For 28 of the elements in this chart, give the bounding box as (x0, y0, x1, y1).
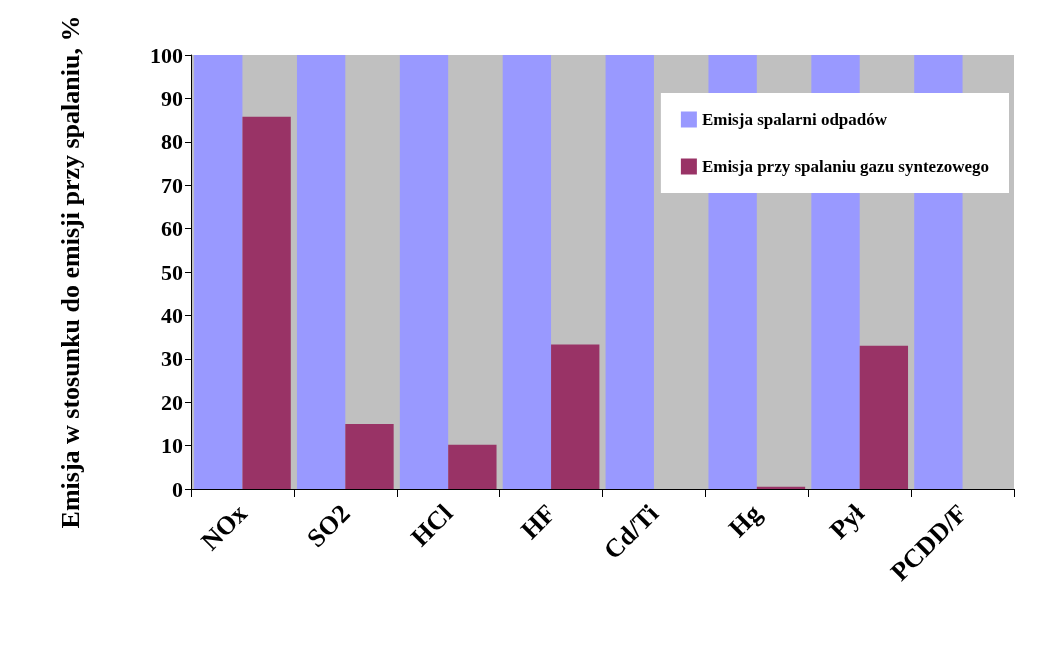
x-tick-label: SO2 (301, 498, 356, 553)
y-tick-label: 20 (161, 389, 183, 415)
y-tick-label: 50 (161, 259, 183, 285)
y-tick-label: 10 (161, 433, 183, 459)
bar (605, 55, 654, 489)
bar (448, 444, 497, 489)
bar (345, 423, 394, 489)
x-tick-label: HF (515, 498, 562, 545)
y-tick-label: 30 (161, 346, 183, 372)
legend-label: Emisja spalarni odpadów (701, 110, 888, 129)
y-tick-label: 70 (161, 172, 183, 198)
y-tick-label: 100 (150, 42, 183, 68)
y-tick-label: 40 (161, 302, 183, 328)
bar (502, 55, 552, 489)
y-tick-label: 90 (161, 85, 183, 111)
y-tick-label: 60 (161, 216, 183, 242)
y-tick-label: 80 (161, 129, 183, 155)
bar (551, 344, 600, 489)
x-tick-label: Pył (823, 498, 871, 545)
bar (399, 55, 449, 489)
bar (756, 486, 806, 489)
legend-label: Emisja przy spalaniu gazu syntezowego (701, 157, 990, 176)
bar (242, 116, 291, 489)
y-tick-label: 0 (172, 476, 183, 502)
bar (859, 345, 909, 489)
x-tick-label: Hg (723, 498, 768, 543)
bar (296, 55, 346, 489)
y-axis-title: Emisja w stosunku do emisji przy spalaniu, % (55, 15, 85, 529)
